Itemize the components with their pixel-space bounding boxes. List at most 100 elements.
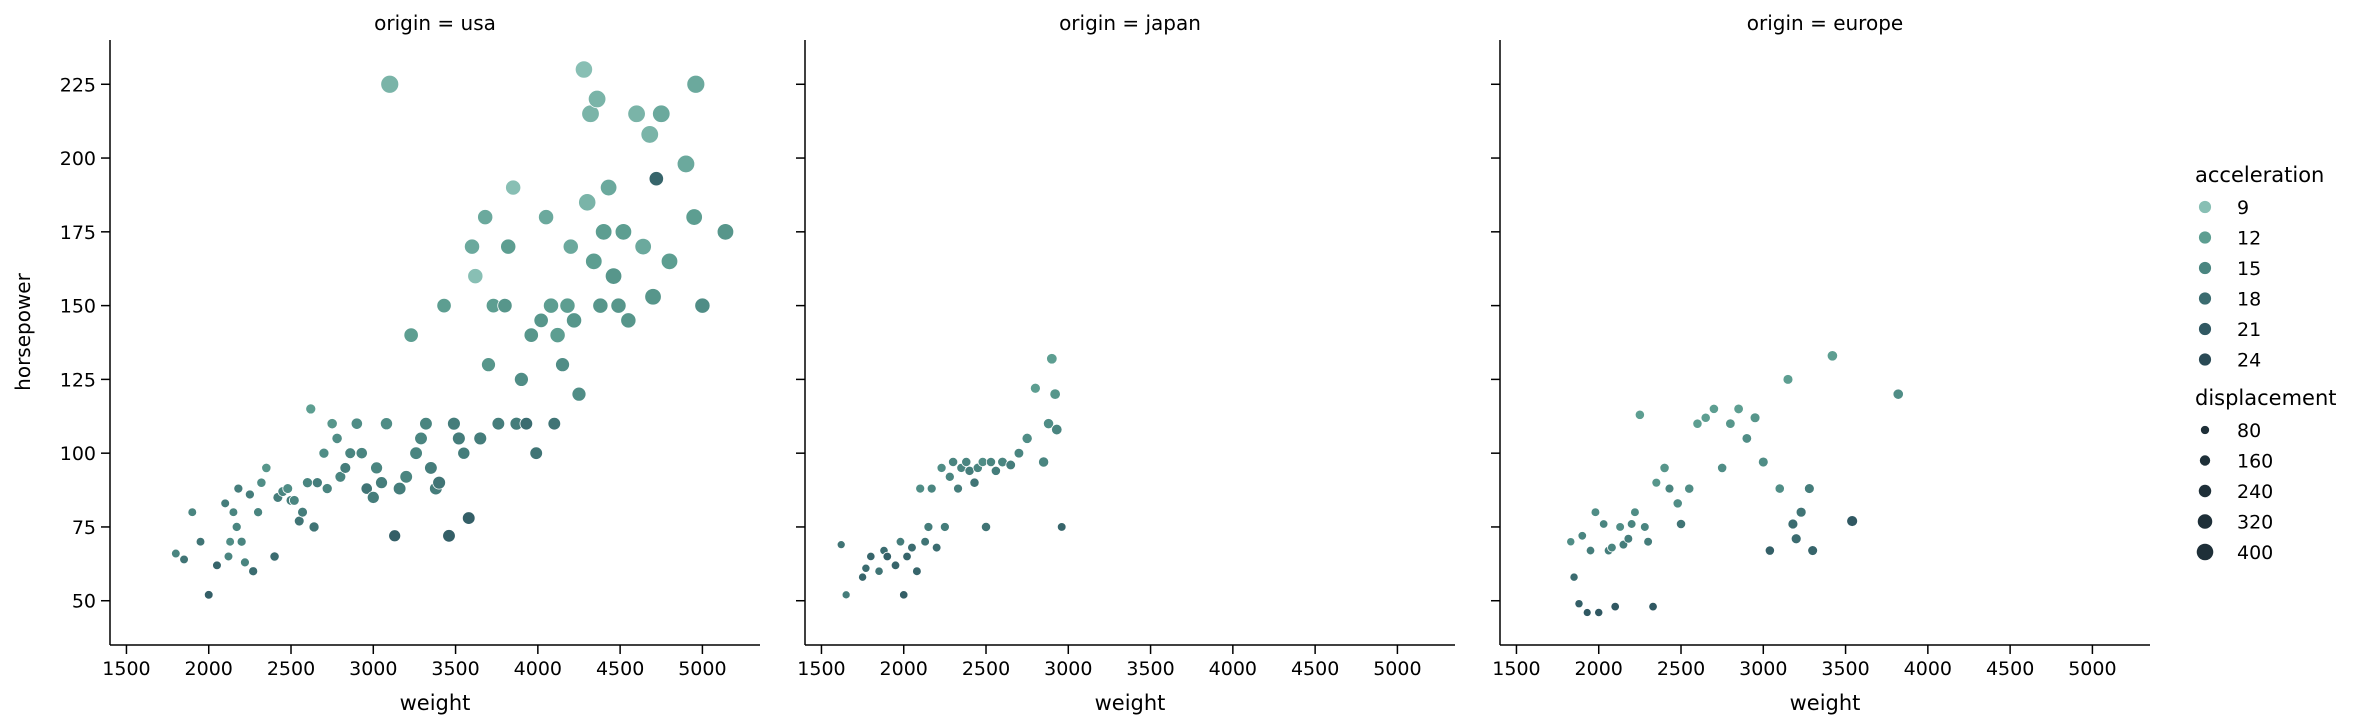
data-point <box>912 566 922 576</box>
data-point <box>1594 607 1604 618</box>
data-point <box>467 268 484 285</box>
x-axis-label: weight <box>1790 691 1861 715</box>
data-point <box>236 536 247 547</box>
x-tick-label: 4000 <box>1904 658 1952 680</box>
y-tick-label: 50 <box>72 591 96 613</box>
data-point <box>457 446 471 460</box>
x-tick-label: 2500 <box>962 658 1010 680</box>
data-point <box>179 554 189 565</box>
data-point <box>587 89 607 109</box>
legend-size-marker <box>2198 484 2212 498</box>
data-point <box>452 431 466 446</box>
data-point <box>969 477 980 488</box>
data-point <box>1774 483 1785 494</box>
data-point <box>936 462 947 473</box>
data-point <box>403 327 419 343</box>
data-point <box>233 483 244 494</box>
legend-hue-marker <box>2198 261 2212 275</box>
legend-hue-label: 24 <box>2237 350 2261 372</box>
data-point <box>419 416 433 431</box>
legend-hue-label: 15 <box>2237 258 2261 280</box>
data-point <box>926 483 937 494</box>
data-point <box>350 417 363 430</box>
x-tick-label: 4000 <box>1209 658 1257 680</box>
data-point <box>594 223 613 241</box>
data-point <box>344 447 357 460</box>
data-point <box>907 542 917 553</box>
legend-size-label: 400 <box>2237 542 2273 564</box>
x-tick-label: 3000 <box>1044 658 1092 680</box>
legend-size-marker <box>2196 543 2214 561</box>
legend-size-marker <box>2197 514 2213 529</box>
data-point <box>1630 507 1640 517</box>
data-point <box>640 125 659 144</box>
x-tick-label: 3000 <box>1739 658 1787 680</box>
data-point <box>366 491 380 504</box>
data-point <box>948 456 959 468</box>
x-axis-label: weight <box>1095 691 1166 715</box>
panel-title: origin = usa <box>374 11 496 35</box>
facet-panel-0: origin = usa 50 75 100 125 150 175 200 225 1500 20… <box>60 11 760 715</box>
data-point <box>1056 522 1067 532</box>
data-point <box>1013 447 1025 459</box>
data-point <box>1634 409 1645 420</box>
data-point <box>1804 483 1815 494</box>
data-point <box>261 462 272 473</box>
x-tick-label: 2000 <box>880 658 928 680</box>
data-point <box>1826 350 1839 362</box>
x-tick-label: 1500 <box>1492 658 1540 680</box>
data-point <box>432 475 446 490</box>
x-tick-label: 2000 <box>185 658 233 680</box>
data-point <box>866 551 876 562</box>
data-point <box>538 209 555 226</box>
legend-hue-marker <box>2198 322 2212 336</box>
data-point <box>953 483 963 494</box>
data-point <box>1692 418 1703 429</box>
data-point <box>414 431 428 446</box>
data-point <box>1038 456 1050 468</box>
data-point <box>248 566 259 577</box>
data-point <box>1684 483 1695 494</box>
legend-hue-title: acceleration <box>2195 163 2324 187</box>
point-group <box>836 353 1067 600</box>
data-point <box>1582 608 1592 617</box>
data-point <box>1741 433 1753 444</box>
data-point <box>240 557 250 568</box>
data-point <box>477 209 494 226</box>
x-tick-label: 4500 <box>596 658 644 680</box>
data-point <box>253 507 264 518</box>
data-point <box>399 470 413 484</box>
x-tick-label: 4500 <box>1291 658 1339 680</box>
data-point <box>1807 545 1819 556</box>
x-tick-label: 1500 <box>102 658 150 680</box>
data-point <box>1725 418 1736 429</box>
data-point <box>1643 536 1653 547</box>
data-point <box>1607 542 1617 553</box>
data-point <box>895 537 906 547</box>
data-point <box>1675 518 1687 530</box>
data-point <box>473 431 488 446</box>
x-tick-label: 1500 <box>797 658 845 680</box>
legend-size-title: displacement <box>2195 386 2337 410</box>
data-point <box>1029 382 1041 394</box>
data-point <box>939 522 950 532</box>
data-point <box>562 238 579 255</box>
y-tick-label: 175 <box>60 222 96 244</box>
data-point <box>225 536 235 547</box>
data-point <box>379 417 393 431</box>
data-point <box>1615 522 1625 532</box>
data-point <box>610 297 627 314</box>
data-point <box>716 223 735 241</box>
data-point <box>1749 412 1761 424</box>
legend-hue-label: 21 <box>2237 319 2261 341</box>
legend-size-label: 320 <box>2237 512 2273 534</box>
data-point <box>841 590 851 600</box>
y-tick-label: 150 <box>60 296 96 318</box>
data-point <box>549 327 566 344</box>
data-point <box>571 386 587 402</box>
x-tick-label: 3500 <box>431 658 479 680</box>
data-point <box>1585 545 1596 556</box>
x-tick-label: 2500 <box>267 658 315 680</box>
data-point <box>339 462 352 474</box>
